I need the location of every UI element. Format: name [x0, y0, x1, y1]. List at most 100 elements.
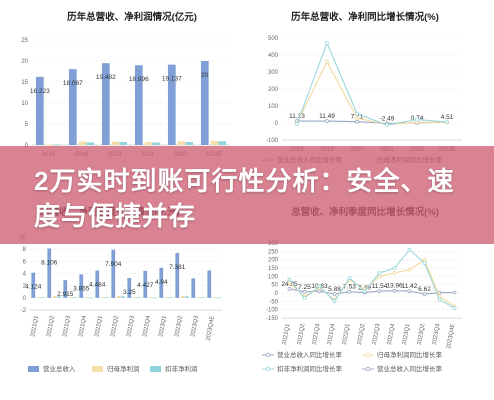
bar [207, 270, 212, 298]
x-tick-label: 2022Q4 [142, 315, 152, 338]
bar [191, 278, 196, 298]
bar [101, 63, 110, 145]
bar [79, 274, 84, 298]
series-point [385, 123, 389, 127]
data-label: 3.25 [123, 289, 136, 296]
bar [168, 297, 173, 299]
x-tick-label: 2022Q4 [387, 323, 397, 346]
x-tick-label: 2022Q1 [342, 323, 352, 346]
bar [216, 297, 221, 299]
series-point [422, 292, 427, 297]
data-label: 19.137 [162, 76, 182, 83]
y-tick-label: 400 [268, 53, 279, 59]
series-point [287, 286, 292, 291]
y-tick-label: 6 [23, 259, 27, 265]
series-point [377, 289, 382, 293]
x-tick-label: 2023Q3 [432, 323, 442, 346]
x-tick-label: 2023Q2 [174, 315, 184, 338]
data-label: 3.865 [73, 285, 90, 292]
legend-swatch [265, 366, 271, 372]
data-label: 18.996 [129, 76, 149, 83]
series-point [377, 274, 382, 279]
series-point [422, 257, 427, 262]
legend-swatch [92, 366, 103, 372]
y-tick-label: 200 [268, 87, 279, 93]
series-point [325, 41, 329, 45]
series-point [325, 119, 329, 123]
bar [72, 297, 77, 299]
series-point [302, 289, 307, 294]
bar [85, 297, 89, 299]
series-line [289, 248, 455, 309]
data-label: 18.067 [63, 80, 83, 87]
bar [181, 296, 185, 298]
legend-label: 营业总收入同比增长率 [277, 350, 343, 359]
data-label: 4.124 [25, 284, 42, 291]
y-tick-label: 150 [268, 266, 279, 272]
y-tick-label: 300 [268, 70, 279, 76]
legend-label: 营业总收入同比增长率 [377, 364, 443, 373]
x-tick-label: 2023Q2 [417, 323, 427, 346]
series-line [296, 120, 448, 124]
bar [31, 272, 36, 298]
y-tick-label: 2 [23, 284, 27, 290]
data-label: -2.49 [380, 115, 395, 122]
data-label: 16.223 [30, 88, 50, 95]
x-tick-label: 2021Q3 [62, 315, 72, 338]
data-label: 4.484 [89, 282, 106, 289]
y-tick-label: 10 [21, 101, 28, 107]
x-tick-label: 2021Q2 [46, 315, 56, 338]
y-tick-label: 8 [23, 247, 27, 253]
bar [143, 270, 148, 298]
bar [185, 142, 194, 145]
series-point [347, 289, 352, 294]
data-label: 7.53 [343, 284, 356, 291]
bar [78, 141, 87, 145]
bar [152, 297, 157, 299]
bar [144, 142, 153, 145]
headline-banner [0, 146, 494, 244]
series-line [296, 41, 448, 126]
y-tick-label: 15 [21, 80, 28, 86]
series-point [392, 271, 397, 275]
x-tick-label: 2023Q4E [446, 323, 456, 349]
data-label: 11.49 [319, 113, 335, 120]
bar [175, 252, 180, 298]
series-point [392, 266, 397, 270]
legend-label: 营业总收入 [43, 364, 76, 373]
bar [47, 248, 52, 298]
y-tick-label: -150 [266, 316, 279, 322]
y-tick-label: 500 [268, 36, 279, 42]
data-label: 11.42 [402, 283, 418, 290]
data-label: 4.427 [137, 282, 154, 289]
bar [35, 76, 44, 145]
series-point [422, 261, 427, 265]
legend-swatch [265, 352, 271, 358]
y-tick-label: 250 [268, 249, 279, 255]
y-tick-label: 0 [275, 121, 279, 127]
legend-label: 归母净利润 [107, 364, 140, 373]
legend-swatch [365, 366, 371, 372]
y-tick-label: 200 [268, 258, 279, 264]
series-point [325, 59, 329, 64]
bar [45, 144, 54, 146]
legend-swatch [150, 366, 161, 372]
x-tick-label: 2022Q1 [94, 315, 104, 338]
x-tick-label: 2023Q3 [190, 315, 200, 338]
y-tick-label: 25 [21, 38, 28, 44]
y-tick-label: 100 [268, 274, 279, 280]
bar [136, 297, 141, 299]
x-tick-label: 2023Q1 [402, 323, 412, 346]
x-tick-label: 2022Q3 [126, 315, 136, 338]
y-tick-label: 50 [271, 283, 278, 289]
bar [111, 249, 116, 298]
bar [40, 297, 45, 299]
bar [200, 297, 205, 299]
series-point [295, 121, 299, 126]
bar [133, 297, 137, 299]
series-point [415, 117, 419, 122]
series-point [332, 299, 337, 304]
bar [177, 141, 186, 145]
bar [101, 297, 105, 299]
legend-swatch [28, 366, 39, 372]
